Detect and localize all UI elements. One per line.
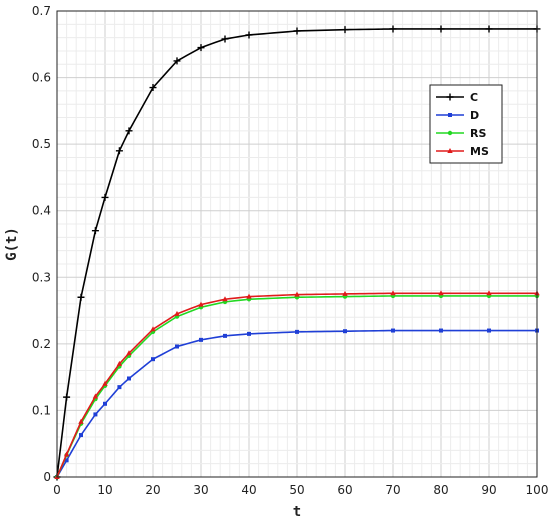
data-point-ms — [150, 326, 156, 332]
legend-marker — [448, 113, 452, 117]
data-point-c — [101, 193, 109, 201]
data-point-d — [103, 401, 107, 406]
x-tick-label: 50 — [289, 483, 304, 497]
legend-label: MS — [470, 145, 489, 158]
data-point-c — [293, 27, 301, 35]
data-point-ms — [222, 296, 228, 302]
data-point-ms — [116, 360, 123, 366]
data-point-d — [439, 328, 443, 333]
legend-item-d: D — [436, 109, 479, 122]
data-point-ms — [63, 451, 70, 457]
x-tick-label: 10 — [97, 483, 112, 497]
data-point-c — [77, 293, 85, 301]
legend-item-rs: RS — [436, 127, 486, 140]
data-point-c — [341, 26, 349, 34]
x-tick-label: 30 — [193, 483, 208, 497]
legend: CD RS MS — [429, 84, 503, 164]
y-tick-label: 0.5 — [32, 137, 51, 151]
data-point-c — [115, 147, 123, 155]
data-point-ms — [198, 301, 204, 307]
series-ms — [54, 290, 540, 479]
data-point-ms — [246, 293, 252, 299]
x-tick-label: 70 — [385, 483, 400, 497]
data-point-ms — [438, 290, 444, 296]
data-point-d — [79, 433, 83, 438]
data-point-d — [247, 331, 251, 336]
data-point-ms — [174, 310, 180, 316]
legend-marker — [447, 148, 453, 153]
x-tick-label: 80 — [433, 483, 448, 497]
legend-item-ms: MS — [436, 145, 489, 158]
data-point-d — [223, 333, 227, 338]
legend-marker — [446, 93, 454, 101]
data-point-d — [391, 328, 395, 333]
x-tick-label: 60 — [337, 483, 352, 497]
data-point-d — [343, 329, 347, 334]
data-point-d — [93, 412, 98, 417]
y-tick-label: 0 — [43, 470, 51, 484]
y-tick-label: 0.6 — [32, 71, 51, 85]
grid — [56, 10, 538, 478]
data-point-ms — [78, 418, 84, 424]
x-tick-label: 0 — [53, 483, 61, 497]
x-tick-label: 20 — [145, 483, 160, 497]
data-point-c — [485, 25, 493, 33]
data-point-ms — [342, 290, 348, 296]
y-tick-label: 0.1 — [32, 403, 51, 417]
plot-frame — [56, 10, 538, 478]
data-point-d — [64, 458, 69, 463]
data-point-c — [389, 25, 397, 33]
data-point-c — [63, 393, 71, 401]
data-point-d — [117, 385, 122, 390]
y-axis-label: G(t) — [4, 227, 20, 261]
legend-item-c: C — [436, 91, 478, 104]
data-point-c — [149, 84, 157, 92]
legend-label: C — [470, 91, 478, 104]
data-point-d — [199, 337, 203, 342]
x-tick-label: 40 — [241, 483, 256, 497]
data-point-ms — [390, 290, 396, 296]
legend-label: D — [470, 109, 479, 122]
x-axis-label: t — [293, 504, 301, 520]
legend-marker — [447, 130, 453, 136]
legend-box — [429, 84, 503, 164]
data-point-c — [221, 35, 229, 43]
axis-ticks: 0 10 20 30 40 50 60 70 80 90 100 0 0.1 0.2 0.3 0.4 0.5 0.… — [32, 4, 549, 497]
x-tick-label: 100 — [526, 483, 549, 497]
data-point-d — [175, 344, 179, 349]
data-point-c — [437, 25, 445, 33]
data-point-c — [125, 127, 133, 135]
data-point-c — [173, 57, 181, 65]
legend-label: RS — [470, 127, 486, 140]
data-point-c — [91, 227, 99, 235]
data-point-ms — [92, 393, 99, 399]
data-point-c — [245, 31, 253, 39]
y-tick-label: 0.2 — [32, 337, 51, 351]
data-point-d — [295, 329, 299, 334]
series-c — [53, 25, 541, 481]
data-point-ms — [294, 291, 300, 297]
data-point-ms — [486, 290, 492, 296]
y-tick-label: 0.4 — [32, 204, 51, 218]
y-tick-label: 0.3 — [32, 270, 51, 284]
data-point-ms — [102, 380, 108, 386]
y-tick-label: 0.7 — [32, 4, 51, 18]
x-tick-label: 90 — [481, 483, 496, 497]
data-point-d — [127, 376, 131, 381]
series-layer — [53, 25, 541, 481]
data-point-ms — [126, 350, 132, 356]
data-point-c — [197, 44, 205, 52]
data-point-d — [151, 357, 155, 362]
data-point-d — [487, 328, 491, 333]
